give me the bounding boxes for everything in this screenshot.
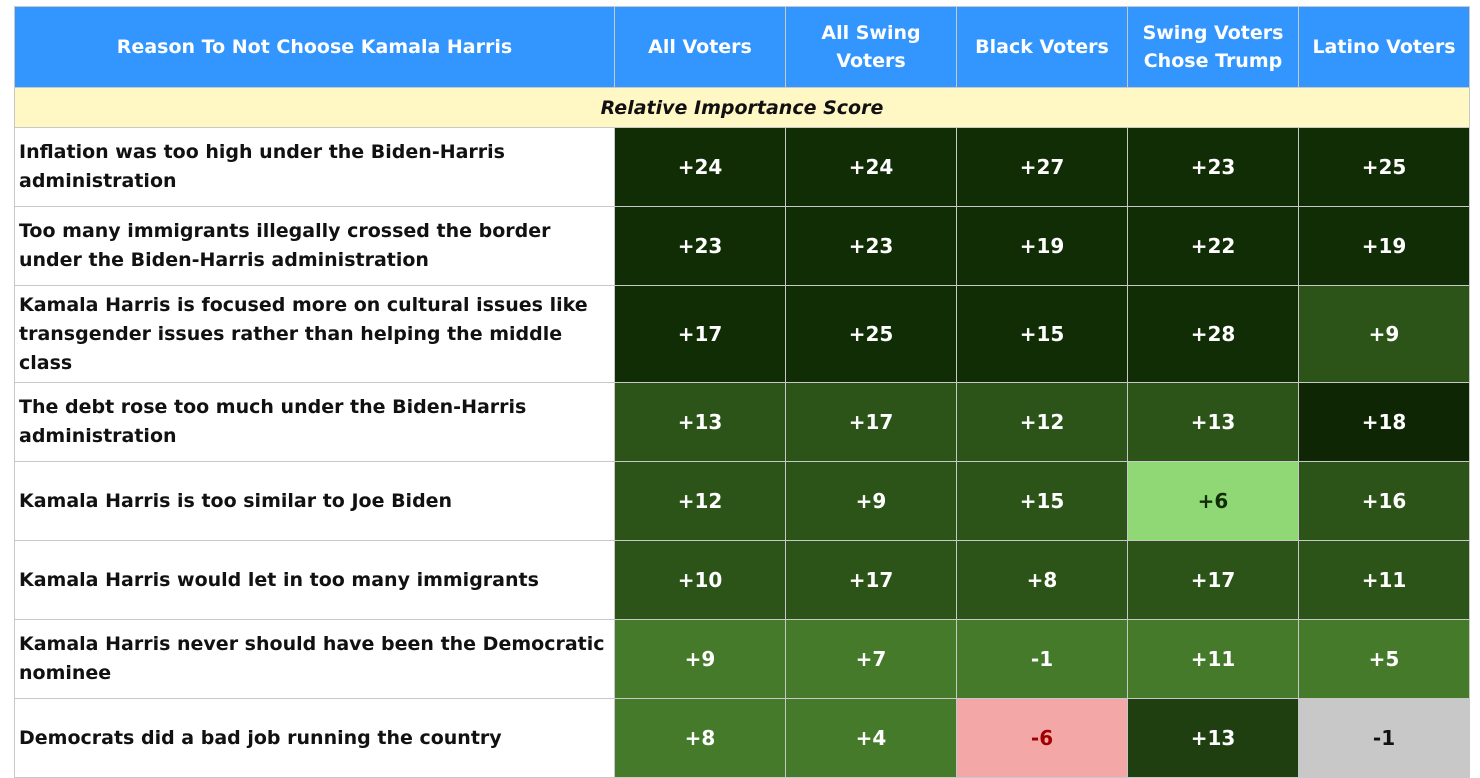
score-cell: +4	[785, 698, 957, 778]
score-cell: +17	[614, 285, 786, 383]
score-cell: +6	[1127, 461, 1299, 541]
reason-cell: Kamala Harris is focused more on cultura…	[14, 285, 615, 383]
score-cell: +22	[1127, 206, 1299, 286]
header-swing-voters-chose-trump: Swing Voters Chose Trump	[1127, 6, 1299, 88]
subheader-label: Relative Importance Score	[14, 87, 1470, 128]
header-all-voters: All Voters	[614, 6, 786, 88]
table-row: Inflation was too high under the Biden-H…	[14, 127, 1470, 207]
score-cell: +23	[614, 206, 786, 286]
header-all-swing-voters: All Swing Voters	[785, 6, 957, 88]
score-cell: +13	[1127, 698, 1299, 778]
table-row: Kamala Harris is focused more on cultura…	[14, 285, 1470, 383]
table-row: Democrats did a bad job running the coun…	[14, 698, 1470, 778]
reasons-table: Reason To Not Choose Kamala Harris All V…	[14, 6, 1470, 778]
score-cell: +17	[1127, 540, 1299, 620]
score-cell: -1	[1298, 698, 1470, 778]
score-cell: +10	[614, 540, 786, 620]
score-cell: +24	[785, 127, 957, 207]
score-cell: +9	[785, 461, 957, 541]
score-cell: +5	[1298, 619, 1470, 699]
score-cell: +9	[1298, 285, 1470, 383]
header-row: Reason To Not Choose Kamala Harris All V…	[14, 6, 1470, 88]
score-cell: +9	[614, 619, 786, 699]
score-cell: +25	[1298, 127, 1470, 207]
score-cell: +8	[614, 698, 786, 778]
score-cell: +7	[785, 619, 957, 699]
reason-cell: Inflation was too high under the Biden-H…	[14, 127, 615, 207]
score-cell: +23	[785, 206, 957, 286]
score-cell: +11	[1298, 540, 1470, 620]
table-row: Kamala Harris is too similar to Joe Bide…	[14, 461, 1470, 541]
header-black-voters: Black Voters	[956, 6, 1128, 88]
score-cell: +12	[614, 461, 786, 541]
reason-cell: Kamala Harris never should have been the…	[14, 619, 615, 699]
score-cell: +23	[1127, 127, 1299, 207]
reason-cell: Too many immigrants illegally crossed th…	[14, 206, 615, 286]
score-cell: +16	[1298, 461, 1470, 541]
score-cell: +19	[956, 206, 1128, 286]
score-cell: +19	[1298, 206, 1470, 286]
score-cell: +17	[785, 382, 957, 462]
score-cell: +11	[1127, 619, 1299, 699]
table-row: Too many immigrants illegally crossed th…	[14, 206, 1470, 286]
score-cell: +13	[1127, 382, 1299, 462]
reason-cell: Kamala Harris is too similar to Joe Bide…	[14, 461, 615, 541]
reason-cell: Democrats did a bad job running the coun…	[14, 698, 615, 778]
score-cell: +28	[1127, 285, 1299, 383]
score-cell: +17	[785, 540, 957, 620]
score-cell: +27	[956, 127, 1128, 207]
score-cell: +13	[614, 382, 786, 462]
score-cell: -6	[956, 698, 1128, 778]
reason-cell: The debt rose too much under the Biden-H…	[14, 382, 615, 462]
score-cell: -1	[956, 619, 1128, 699]
score-cell: +24	[614, 127, 786, 207]
table-row: Kamala Harris never should have been the…	[14, 619, 1470, 699]
header-reason: Reason To Not Choose Kamala Harris	[14, 6, 615, 88]
score-cell: +12	[956, 382, 1128, 462]
table-row: The debt rose too much under the Biden-H…	[14, 382, 1470, 462]
score-cell: +25	[785, 285, 957, 383]
score-cell: +15	[956, 461, 1128, 541]
table-row: Kamala Harris would let in too many immi…	[14, 540, 1470, 620]
score-cell: +18	[1298, 382, 1470, 462]
score-cell: +8	[956, 540, 1128, 620]
score-cell: +15	[956, 285, 1128, 383]
subheader-row: Relative Importance Score	[14, 87, 1470, 128]
reason-cell: Kamala Harris would let in too many immi…	[14, 540, 615, 620]
header-latino-voters: Latino Voters	[1298, 6, 1470, 88]
